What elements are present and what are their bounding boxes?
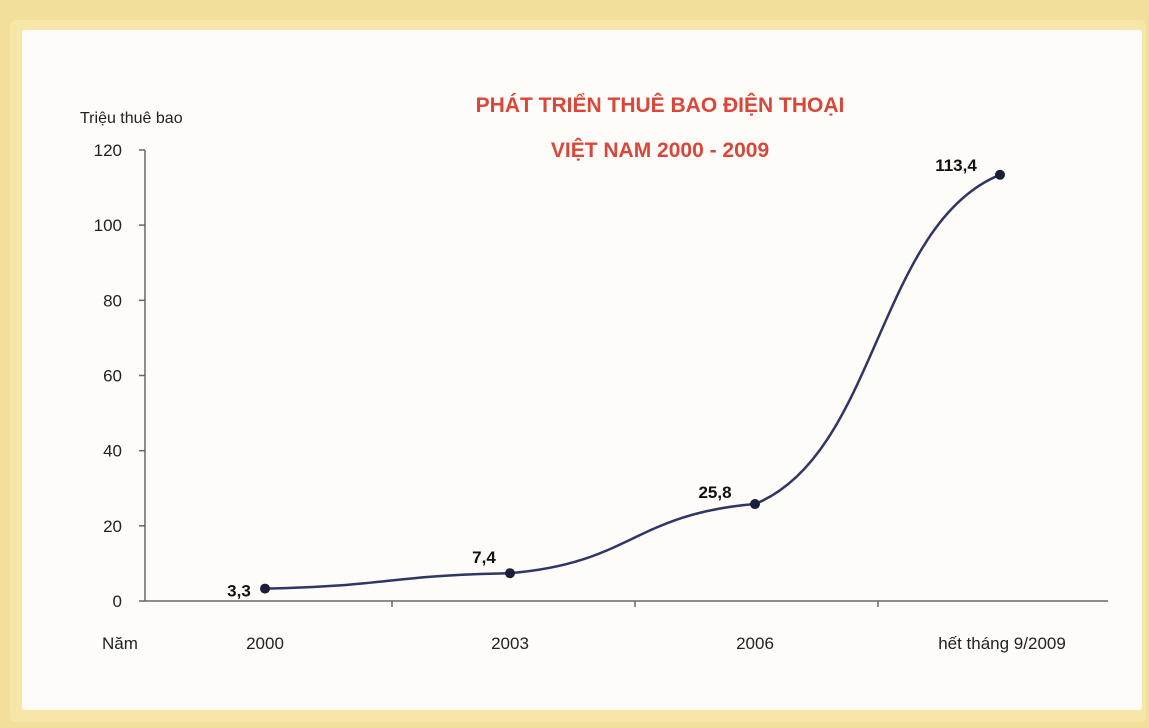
data-label: 7,4 (472, 548, 496, 567)
y-tick-label: 60 (103, 367, 122, 386)
data-point (750, 499, 760, 510)
x-tick-label: hết tháng 9/2009 (938, 634, 1066, 653)
x-tick-label: 2006 (736, 634, 774, 653)
y-tick-label: 40 (103, 442, 122, 461)
x-tick-label: 2003 (491, 634, 529, 653)
chart-panel (22, 30, 1142, 710)
x-tick-label: 2000 (246, 634, 284, 653)
series-line (264, 173, 1001, 590)
y-tick-label: 0 (113, 592, 122, 611)
data-point (260, 583, 270, 594)
y-tick-label: 20 (103, 517, 122, 536)
data-label: 3,3 (227, 582, 251, 601)
chart-title-line1: PHÁT TRIỂN THUÊ BAO ĐIỆN THOẠI (476, 93, 845, 117)
y-tick-label: 80 (103, 291, 122, 310)
data-point (995, 169, 1005, 180)
y-tick-label: 100 (94, 216, 122, 235)
data-label: 113,4 (935, 156, 977, 175)
y-axis-title: Triệu thuê bao (80, 110, 183, 127)
chart-title-line2: VIỆT NAM 2000 - 2009 (551, 138, 769, 162)
x-axis-title: Năm (102, 634, 138, 653)
y-tick-label: 120 (94, 141, 122, 160)
data-point (505, 568, 515, 579)
data-label: 25,8 (698, 483, 731, 502)
